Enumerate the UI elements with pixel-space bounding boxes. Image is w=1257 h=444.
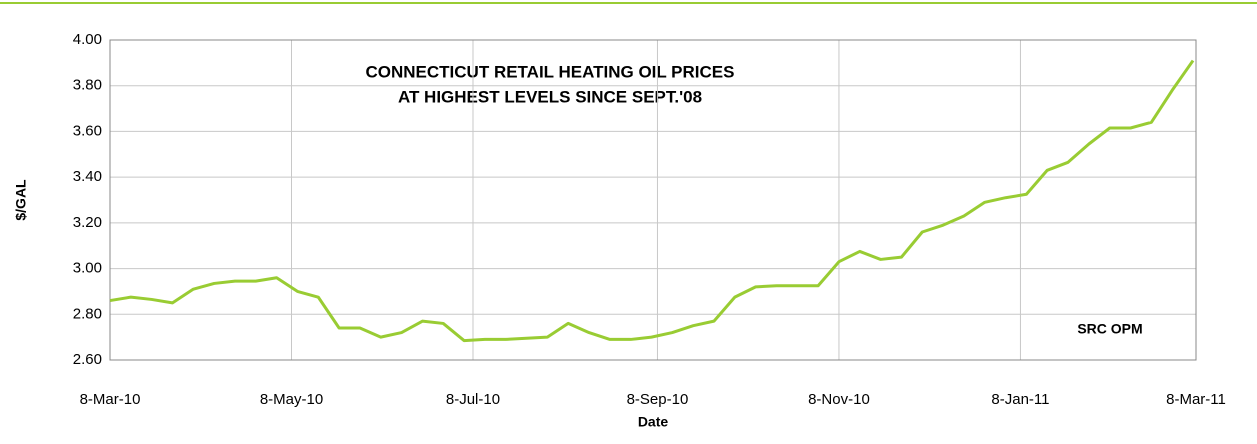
annotation: SRC OPM (1077, 321, 1142, 337)
chart-title: CONNECTICUT RETAIL HEATING OIL PRICES (366, 62, 735, 81)
x-tick-label: 8-Mar-10 (80, 391, 141, 408)
x-tick-label: 8-Mar-11 (1166, 391, 1226, 408)
x-axis-label: Date (638, 414, 669, 430)
x-tick-label: 8-Jul-10 (446, 391, 500, 408)
y-tick-label: 4.00 (73, 31, 102, 48)
price-line (109, 59, 1195, 343)
x-tick-label: 8-Sep-10 (627, 391, 689, 408)
y-tick-label: 3.40 (73, 168, 102, 185)
y-tick-label: 3.20 (73, 214, 102, 231)
y-tick-label: 3.00 (73, 260, 102, 277)
y-tick-label: 2.80 (73, 305, 102, 322)
chart-title: AT HIGHEST LEVELS SINCE SEPT.'08 (398, 87, 702, 106)
x-tick-label: 8-May-10 (260, 391, 323, 408)
y-tick-label: 3.60 (73, 122, 102, 139)
plot-frame (109, 39, 1197, 361)
x-tick-label: 8-Jan-11 (991, 391, 1049, 408)
y-tick-label: 3.80 (73, 77, 102, 94)
y-tick-label: 2.60 (73, 351, 102, 368)
y-axis-label: $/GAL (13, 179, 29, 221)
x-tick-label: 8-Nov-10 (808, 391, 870, 408)
